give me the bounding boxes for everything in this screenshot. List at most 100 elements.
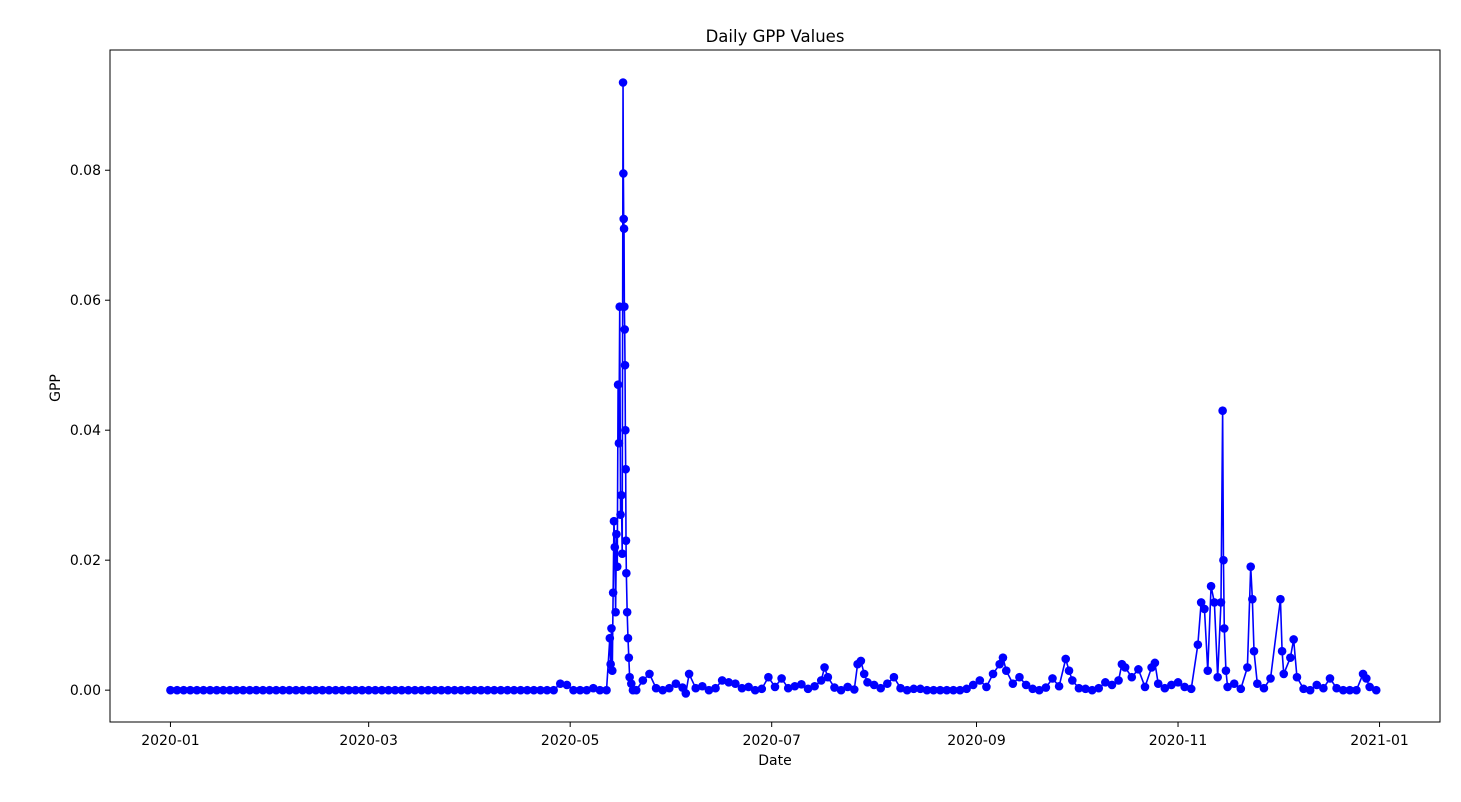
data-point	[166, 685, 175, 695]
data-point	[397, 685, 407, 695]
x-tick-label: 2021-01	[1350, 733, 1409, 749]
data-point	[1276, 594, 1285, 604]
data-point	[304, 685, 314, 695]
chart-title: Daily GPP Values	[706, 27, 845, 46]
data-point	[258, 685, 268, 695]
data-point	[935, 685, 945, 695]
data-point	[1325, 674, 1335, 683]
data-point	[750, 685, 760, 695]
data-point	[1180, 682, 1189, 692]
data-point	[1216, 598, 1226, 607]
data-point	[265, 685, 274, 695]
data-point	[1362, 674, 1371, 683]
data-point	[205, 685, 215, 695]
data-point	[613, 380, 623, 390]
data-point	[232, 685, 241, 695]
data-point	[651, 683, 661, 693]
data-point	[942, 685, 952, 695]
data-point	[529, 685, 539, 695]
data-point	[1203, 666, 1213, 675]
data-point	[1218, 406, 1227, 415]
data-point	[843, 682, 852, 692]
data-point	[622, 607, 632, 617]
data-point	[962, 684, 971, 694]
data-point	[1193, 640, 1203, 649]
data-point	[1299, 684, 1308, 694]
x-tick-label: 2020-01	[141, 733, 200, 749]
data-point	[929, 685, 938, 695]
data-point	[1054, 681, 1064, 691]
data-point	[955, 685, 965, 695]
data-point	[645, 669, 654, 679]
data-point	[988, 669, 998, 679]
data-point	[863, 678, 872, 687]
x-tick-label: 2020-05	[541, 733, 600, 749]
data-point	[1114, 676, 1123, 685]
data-point	[731, 679, 740, 688]
data-point	[1094, 683, 1104, 693]
data-point	[704, 685, 714, 695]
data-point	[192, 685, 202, 695]
data-point	[318, 685, 327, 695]
data-point	[618, 78, 628, 87]
data-point	[542, 685, 552, 695]
x-tick-label: 2020-11	[1149, 733, 1208, 749]
data-point	[1127, 672, 1137, 682]
data-point	[536, 685, 545, 695]
data-point	[437, 685, 446, 695]
data-point	[975, 676, 985, 685]
data-point	[916, 684, 925, 694]
data-point	[621, 464, 630, 474]
data-point	[711, 683, 720, 693]
data-point	[1279, 669, 1289, 679]
data-point	[757, 684, 767, 694]
y-tick-label: 0.06	[70, 293, 101, 309]
data-point	[620, 302, 629, 312]
data-point	[1246, 562, 1256, 571]
x-tick-label: 2020-07	[742, 733, 801, 749]
data-point	[1140, 682, 1150, 692]
data-point	[1253, 679, 1262, 688]
data-point	[245, 685, 255, 695]
data-point	[1041, 683, 1051, 692]
data-point	[1061, 654, 1071, 664]
data-point	[691, 683, 701, 693]
data-point	[1219, 624, 1229, 633]
data-point	[1352, 685, 1361, 695]
data-point	[1338, 685, 1348, 695]
data-point	[810, 681, 819, 691]
data-point	[608, 666, 617, 675]
data-point	[1266, 674, 1275, 683]
data-point	[619, 214, 628, 224]
data-point	[595, 685, 605, 695]
data-point	[1196, 598, 1206, 607]
data-point	[199, 685, 208, 695]
data-point	[616, 510, 625, 519]
x-tick-label: 2020-09	[947, 733, 1006, 749]
data-point	[185, 685, 195, 695]
data-point	[503, 685, 512, 695]
data-point	[859, 669, 869, 679]
data-point	[1229, 679, 1239, 688]
data-point	[836, 685, 846, 695]
data-point	[463, 685, 473, 695]
data-point	[562, 680, 572, 690]
data-point	[1021, 680, 1031, 690]
data-point	[609, 516, 619, 526]
data-point	[611, 607, 620, 617]
data-point	[476, 685, 486, 695]
data-point	[351, 685, 360, 695]
data-point	[1221, 666, 1231, 675]
data-point	[617, 490, 626, 500]
data-point	[1365, 682, 1374, 692]
data-point	[619, 224, 629, 234]
data-point	[790, 681, 800, 691]
data-point	[889, 672, 899, 682]
data-point	[364, 685, 373, 695]
data-point	[324, 685, 334, 695]
data-point	[605, 633, 615, 643]
data-point	[311, 685, 321, 695]
data-point	[998, 653, 1008, 662]
data-point	[621, 425, 630, 435]
